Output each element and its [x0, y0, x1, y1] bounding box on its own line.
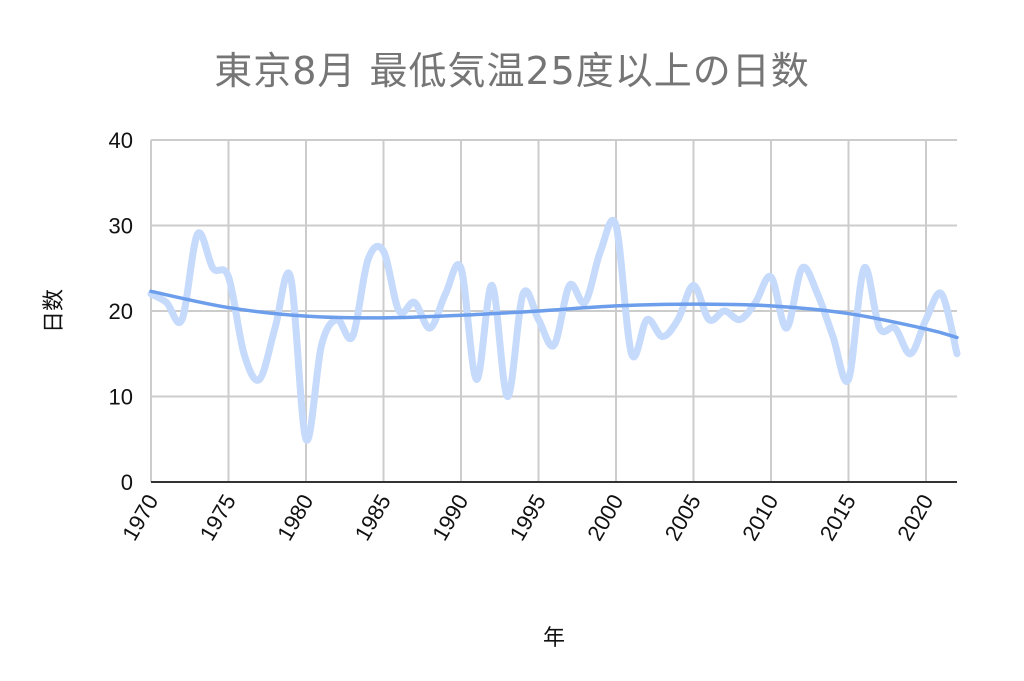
y-axis-ticks: 0 10 20 30 40	[109, 128, 133, 495]
x-tick-label: 2000	[582, 490, 628, 545]
x-tick-label: 1975	[195, 490, 241, 545]
x-axis-label: 年	[542, 626, 566, 651]
x-tick-label: 1970	[117, 490, 163, 545]
x-axis-ticks: 1970 1975 1980 1985 1990 1995 2000 2005 2010 2015…	[117, 490, 938, 545]
x-tick-label: 1980	[272, 490, 318, 545]
chart-title: 東京8月 最低気温25度以上の日数	[214, 49, 810, 93]
data-series	[147, 216, 961, 444]
data-line	[147, 216, 961, 444]
x-tick-label: 2005	[660, 490, 706, 545]
x-tick-label: 1985	[350, 490, 396, 545]
y-tick-label: 20	[109, 299, 133, 324]
x-tick-label: 2010	[737, 490, 783, 545]
x-tick-label: 1990	[427, 490, 473, 545]
x-tick-label: 2020	[892, 490, 938, 545]
y-tick-label: 10	[109, 385, 133, 410]
x-tick-label: 2015	[815, 490, 861, 545]
trendline	[149, 289, 959, 340]
y-tick-label: 40	[109, 128, 133, 153]
y-tick-label: 30	[109, 214, 133, 239]
y-tick-label: 0	[121, 470, 133, 495]
x-tick-label: 1995	[505, 490, 551, 545]
